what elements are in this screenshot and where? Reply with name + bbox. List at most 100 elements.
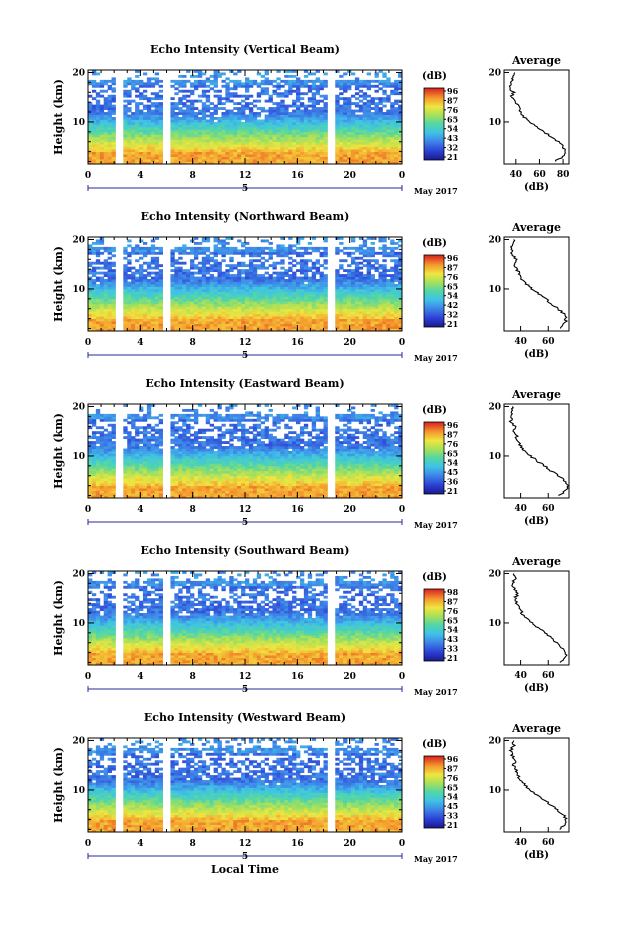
- heatmap-cell: [252, 326, 258, 329]
- heatmap-cell: [221, 84, 226, 88]
- heatmap-cell: [197, 326, 203, 329]
- heatmap-cell: [366, 154, 372, 157]
- heatmap-cell: [390, 288, 395, 292]
- heatmap-cell: [398, 79, 403, 83]
- heatmap-cell: [139, 249, 144, 253]
- heatmap-cell: [343, 293, 348, 297]
- heatmap-cell: [339, 276, 344, 280]
- heatmap-cell: [95, 149, 101, 153]
- heatmap-cell: [209, 146, 215, 150]
- heatmap-cell: [158, 323, 163, 327]
- heatmap-cell: [158, 271, 163, 275]
- heatmap-cell: [374, 159, 379, 162]
- heatmap-cell: [201, 291, 207, 295]
- heatmap-cell: [354, 301, 360, 305]
- heatmap-cell: [311, 279, 317, 282]
- heatmap-cell: [256, 321, 262, 324]
- heatmap-cell: [233, 308, 238, 312]
- heatmap-cell: [398, 256, 403, 260]
- heatmap-cell: [245, 107, 250, 110]
- heatmap-cell: [158, 114, 163, 118]
- heatmap-cell: [311, 316, 317, 320]
- heatmap-cell: [170, 256, 175, 260]
- heatmap-cell: [394, 92, 399, 96]
- heatmap-cell: [362, 107, 368, 110]
- heatmap-cell: [91, 463, 97, 467]
- heatmap-cell: [260, 264, 266, 268]
- heatmap-cell: [213, 326, 218, 329]
- heatmap-cell: [193, 288, 199, 292]
- heatmap-cell: [221, 279, 226, 282]
- heatmap-cell: [264, 109, 269, 113]
- heatmap-cell: [252, 79, 258, 83]
- heatmap-cell: [248, 284, 254, 287]
- heatmap-cell: [139, 134, 144, 138]
- heatmap-cell: [362, 316, 368, 320]
- heatmap-cell: [88, 109, 93, 113]
- heatmap-cell: [350, 301, 356, 305]
- heatmap-cell: [95, 266, 101, 270]
- heatmap-cell: [186, 136, 191, 140]
- heatmap-cell: [174, 293, 179, 297]
- heatmap-cell: [350, 114, 356, 118]
- heatmap-cell: [335, 306, 340, 310]
- heatmap-cell: [146, 99, 152, 103]
- heatmap-cell: [241, 323, 246, 327]
- heatmap-cell: [296, 251, 301, 255]
- heatmap-cell: [150, 313, 156, 317]
- heatmap-cell: [354, 264, 360, 268]
- heatmap-cell: [158, 141, 163, 145]
- heatmap-cell: [190, 276, 195, 280]
- heatmap-cell: [323, 306, 328, 310]
- heatmap-cell: [347, 139, 352, 143]
- y-tick-label: 20: [72, 68, 85, 78]
- heatmap-cell: [158, 264, 163, 268]
- heatmap-cell: [225, 109, 230, 113]
- heatmap-cell: [272, 321, 277, 324]
- heatmap-cell: [245, 79, 250, 83]
- heatmap-cell: [378, 121, 383, 125]
- heatmap-cell: [229, 124, 234, 128]
- heatmap-cell: [111, 441, 116, 444]
- heatmap-cell: [170, 261, 175, 265]
- heatmap-cell: [256, 99, 262, 103]
- heatmap-cell: [95, 99, 101, 103]
- heatmap-cell: [190, 131, 195, 135]
- heatmap-cell: [362, 149, 368, 153]
- heatmap-cell: [241, 328, 246, 332]
- heatmap-cell: [303, 82, 309, 86]
- heatmap-cell: [221, 241, 226, 245]
- heatmap-cell: [103, 97, 109, 101]
- heatmap-cell: [292, 74, 297, 78]
- heatmap-cell: [95, 121, 101, 125]
- heatmap-cell: [362, 291, 368, 295]
- heatmap-cell: [394, 134, 399, 138]
- heatmap-cell: [229, 298, 234, 302]
- heatmap-cell: [268, 124, 273, 128]
- heatmap-cell: [111, 413, 116, 417]
- heatmap-cell: [339, 249, 344, 253]
- heatmap-cell: [91, 431, 97, 435]
- heatmap-cell: [339, 313, 344, 317]
- heatmap-cell: [213, 303, 218, 307]
- heatmap-cell: [135, 161, 140, 165]
- heatmap-cell: [135, 293, 140, 297]
- heatmap-cell: [201, 296, 207, 300]
- heatmap-cell: [241, 303, 246, 307]
- heatmap-cell: [107, 308, 112, 312]
- heatmap-cell: [146, 291, 152, 295]
- average-title: Average: [511, 54, 561, 67]
- heatmap-cell: [366, 264, 372, 268]
- heatmap-cell: [299, 308, 305, 312]
- heatmap-cell: [217, 306, 222, 310]
- heatmap-cell: [111, 254, 116, 258]
- heatmap-cell: [158, 281, 163, 285]
- heatmap-cell: [107, 313, 112, 317]
- heatmap-cell: [268, 146, 273, 150]
- heatmap-cell: [398, 286, 403, 290]
- heatmap-cell: [241, 293, 246, 297]
- heatmap-cell: [264, 141, 269, 145]
- heatmap-cell: [390, 316, 395, 320]
- heatmap-cell: [233, 92, 238, 96]
- heatmap-cell: [382, 161, 387, 165]
